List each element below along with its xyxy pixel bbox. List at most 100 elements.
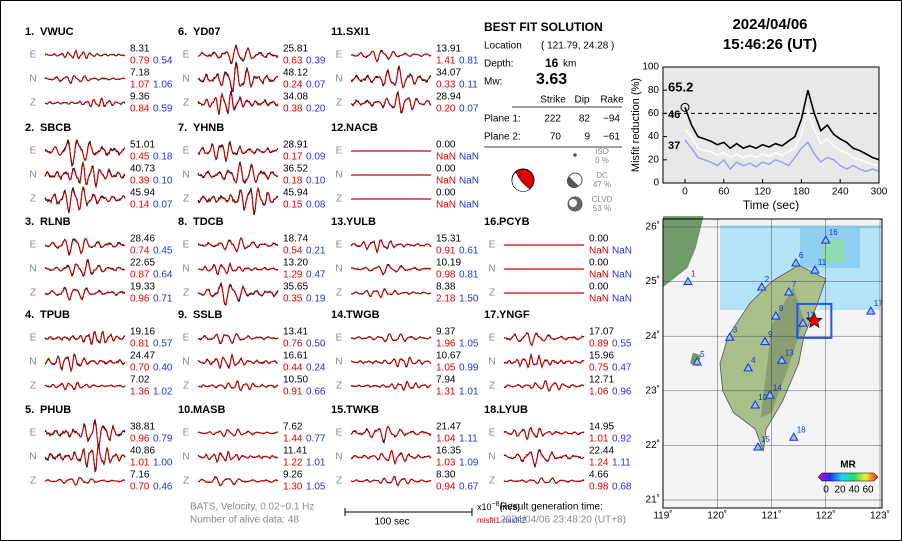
misfit2: 0.99	[459, 363, 479, 374]
amplitude: 15.96	[589, 351, 614, 362]
component-label: Z	[489, 381, 495, 392]
alive-count: Number of alive data: 48	[190, 515, 299, 526]
synthetic-trace	[44, 382, 126, 391]
map-x-tick-label: 121˚	[761, 510, 781, 522]
component-label: Z	[183, 381, 189, 392]
depth-label: Depth:	[484, 59, 513, 70]
component-label: N	[29, 264, 36, 275]
misfit1: NaN	[436, 152, 456, 163]
synthetic-trace	[197, 428, 278, 438]
amplitude: 28.46	[130, 234, 155, 245]
amplitude: 0.00	[589, 258, 609, 269]
annotation: 65.2	[668, 79, 693, 94]
component-label: N	[29, 170, 36, 181]
misfit1: 1.96	[436, 339, 456, 350]
misfit2: 0.10	[153, 176, 173, 187]
result-time: 2024/04/06 23:48:20 (UT+8)	[500, 515, 626, 526]
component-label: E	[489, 240, 496, 251]
synthetic-trace	[44, 97, 126, 108]
synthetic-trace	[503, 450, 585, 467]
component-label: Z	[336, 98, 342, 109]
amplitude: 0.00	[589, 234, 609, 245]
misfit2: 0.46	[153, 482, 173, 493]
station-number: 16.	[484, 216, 499, 228]
table-header: Strike	[540, 95, 566, 106]
component-label: N	[182, 74, 189, 85]
station-name: TWKB	[346, 404, 379, 416]
misfit2: 0.67	[459, 482, 479, 493]
misfit1: 1.07	[130, 80, 150, 91]
plane-value: 82	[579, 114, 591, 125]
misfit2: 1.11	[612, 458, 631, 469]
plane-label: Plane 1:	[484, 114, 521, 125]
amplitude: 24.47	[130, 351, 155, 362]
misfit1: NaN	[436, 200, 456, 211]
synthetic-trace	[197, 263, 279, 275]
misfit2: NaN	[612, 246, 632, 257]
component-label: E	[30, 146, 37, 157]
misfit1: 1.01	[130, 458, 150, 469]
station-number: 11.	[331, 26, 346, 38]
misfit2-legend: misfit2	[503, 516, 527, 525]
station-name: YNGF	[499, 309, 530, 321]
station-triangle	[788, 432, 799, 441]
amplitude: 28.91	[283, 140, 308, 151]
misfit1: 1.31	[436, 387, 456, 398]
synthetic-trace	[503, 332, 585, 346]
depth: 16	[545, 56, 559, 70]
misfit1: 0.63	[283, 56, 303, 67]
misfit1: 0.45	[130, 152, 150, 163]
synthetic-trace	[503, 427, 584, 441]
plane-value: 9	[584, 132, 590, 143]
misfit2: 0.10	[306, 176, 326, 187]
colorbar-label: 0	[823, 485, 829, 496]
component-label: Z	[30, 476, 36, 487]
amplitude: 7.94	[436, 375, 456, 386]
misfit2: 0.68	[612, 482, 632, 493]
synthetic-trace	[197, 354, 279, 369]
misfit2: 0.40	[153, 363, 173, 374]
amplitude: 8.38	[436, 282, 456, 293]
misfit1: NaN	[589, 246, 609, 257]
misfit2: NaN	[612, 294, 632, 305]
station-triangle	[820, 235, 831, 244]
misfit1: 0.87	[130, 270, 150, 281]
synthetic-trace	[197, 142, 279, 162]
amplitude: 28.94	[436, 92, 461, 103]
component-label: E	[30, 240, 37, 251]
misfit1: 0.17	[283, 152, 303, 163]
plot-area	[663, 67, 879, 183]
y-tick-label: 0	[653, 178, 659, 189]
misfit2: 0.47	[306, 270, 326, 281]
component-label: Z	[30, 194, 36, 205]
mw: 3.63	[536, 71, 567, 88]
misfit-line	[684, 139, 880, 173]
result-label: Result generation time:	[500, 502, 603, 513]
component-label: E	[489, 333, 496, 344]
station-name: RLNB	[40, 216, 71, 228]
station-triangle	[750, 399, 761, 409]
synthetic-trace	[44, 445, 126, 472]
component-label: N	[182, 170, 189, 181]
station-label: 9	[768, 330, 773, 339]
solution-title: BEST FIT SOLUTION	[484, 20, 603, 34]
component-label: E	[183, 50, 190, 61]
component-label: E	[183, 428, 190, 439]
synthetic-trace	[350, 476, 432, 486]
synthetic-trace	[44, 330, 126, 345]
synthetic-trace	[350, 50, 431, 62]
misfit2: 0.64	[153, 270, 173, 281]
misfit1: 0.24	[283, 80, 303, 91]
station-number: 9.	[178, 309, 187, 321]
plot-border	[662, 66, 880, 184]
map-y-tick-label: 26˚	[646, 221, 660, 233]
station-label: 13	[785, 348, 794, 357]
misfit1: 0.96	[130, 294, 150, 305]
station-triangle	[743, 362, 754, 372]
misfit1: 0.15	[283, 200, 303, 211]
misfit2: NaN	[612, 270, 632, 281]
synthetic-trace	[197, 92, 279, 115]
station-triangle	[783, 286, 794, 296]
station-number: 12.	[331, 122, 346, 134]
